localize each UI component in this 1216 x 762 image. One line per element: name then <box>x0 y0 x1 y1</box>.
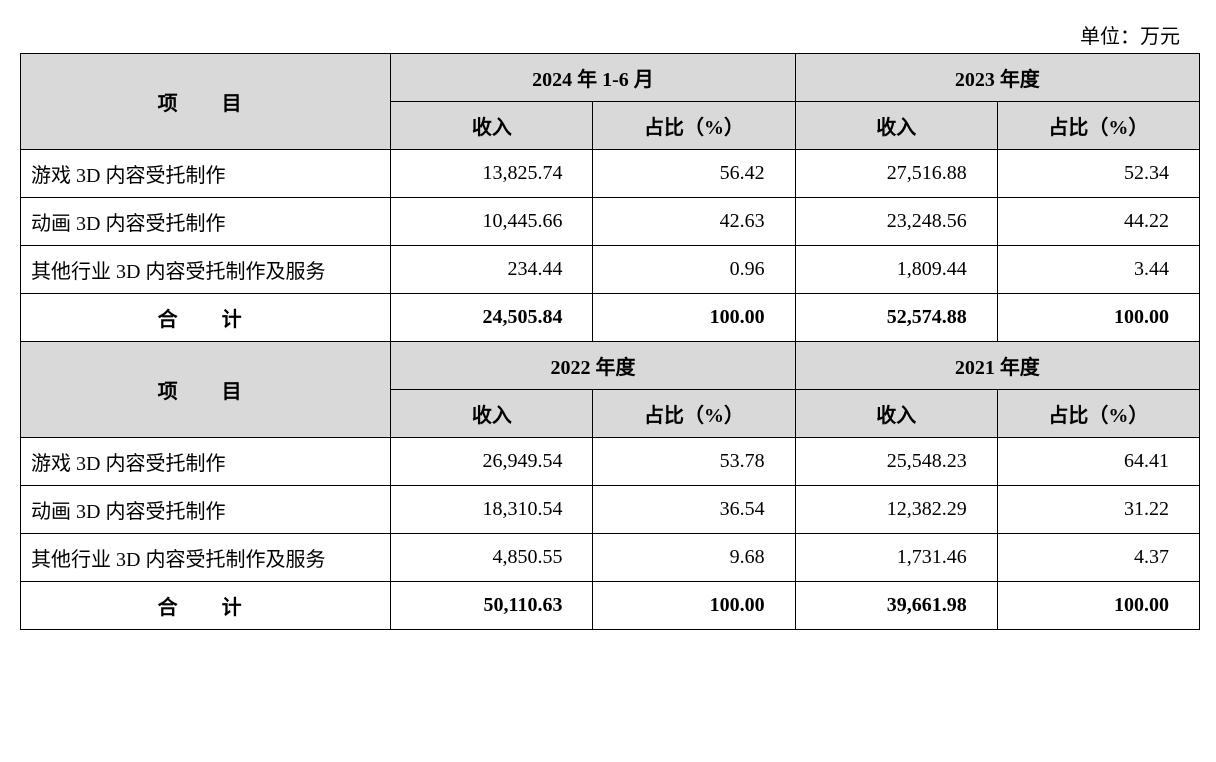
cell-value: 39,661.98 <box>795 582 997 630</box>
cell-value: 1,731.46 <box>795 534 997 582</box>
item-name: 动画 3D 内容受托制作 <box>21 198 391 246</box>
header-revenue: 收入 <box>391 102 593 150</box>
cell-value: 10,445.66 <box>391 198 593 246</box>
unit-label: 单位：万元 <box>20 20 1196 49</box>
header-revenue: 收入 <box>795 390 997 438</box>
cell-value: 9.68 <box>593 534 795 582</box>
table-row: 游戏 3D 内容受托制作 13,825.74 56.42 27,516.88 5… <box>21 150 1200 198</box>
cell-value: 44.22 <box>997 198 1199 246</box>
table-row: 动画 3D 内容受托制作 10,445.66 42.63 23,248.56 4… <box>21 198 1200 246</box>
header-ratio: 占比（%） <box>997 102 1199 150</box>
cell-value: 18,310.54 <box>391 486 593 534</box>
header-period-2: 2023 年度 <box>795 54 1199 102</box>
cell-value: 12,382.29 <box>795 486 997 534</box>
cell-value: 0.96 <box>593 246 795 294</box>
total-label: 合 计 <box>21 582 391 630</box>
table-row: 游戏 3D 内容受托制作 26,949.54 53.78 25,548.23 6… <box>21 438 1200 486</box>
cell-value: 25,548.23 <box>795 438 997 486</box>
header-period-1: 2024 年 1-6 月 <box>391 54 795 102</box>
table-row: 其他行业 3D 内容受托制作及服务 234.44 0.96 1,809.44 3… <box>21 246 1200 294</box>
cell-value: 52,574.88 <box>795 294 997 342</box>
cell-value: 100.00 <box>593 582 795 630</box>
table-row: 动画 3D 内容受托制作 18,310.54 36.54 12,382.29 3… <box>21 486 1200 534</box>
item-name: 游戏 3D 内容受托制作 <box>21 150 391 198</box>
cell-value: 1,809.44 <box>795 246 997 294</box>
header-item: 项 目 <box>21 54 391 150</box>
cell-value: 26,949.54 <box>391 438 593 486</box>
header-row-1: 项 目 2024 年 1-6 月 2023 年度 <box>21 54 1200 102</box>
cell-value: 31.22 <box>997 486 1199 534</box>
header-revenue: 收入 <box>795 102 997 150</box>
cell-value: 42.63 <box>593 198 795 246</box>
cell-value: 50,110.63 <box>391 582 593 630</box>
cell-value: 234.44 <box>391 246 593 294</box>
item-name: 其他行业 3D 内容受托制作及服务 <box>21 246 391 294</box>
header-ratio: 占比（%） <box>593 390 795 438</box>
header-revenue: 收入 <box>391 390 593 438</box>
cell-value: 24,505.84 <box>391 294 593 342</box>
item-name: 其他行业 3D 内容受托制作及服务 <box>21 534 391 582</box>
header-row-2: 项 目 2022 年度 2021 年度 <box>21 342 1200 390</box>
cell-value: 100.00 <box>997 582 1199 630</box>
header-ratio: 占比（%） <box>997 390 1199 438</box>
cell-value: 64.41 <box>997 438 1199 486</box>
header-period-3: 2022 年度 <box>391 342 795 390</box>
header-period-4: 2021 年度 <box>795 342 1199 390</box>
table-row: 其他行业 3D 内容受托制作及服务 4,850.55 9.68 1,731.46… <box>21 534 1200 582</box>
header-ratio: 占比（%） <box>593 102 795 150</box>
cell-value: 52.34 <box>997 150 1199 198</box>
cell-value: 4.37 <box>997 534 1199 582</box>
cell-value: 100.00 <box>997 294 1199 342</box>
item-name: 动画 3D 内容受托制作 <box>21 486 391 534</box>
total-row: 合 计 50,110.63 100.00 39,661.98 100.00 <box>21 582 1200 630</box>
cell-value: 23,248.56 <box>795 198 997 246</box>
cell-value: 53.78 <box>593 438 795 486</box>
cell-value: 4,850.55 <box>391 534 593 582</box>
financial-table: 项 目 2024 年 1-6 月 2023 年度 收入 占比（%） 收入 占比（… <box>20 53 1200 630</box>
cell-value: 56.42 <box>593 150 795 198</box>
total-row: 合 计 24,505.84 100.00 52,574.88 100.00 <box>21 294 1200 342</box>
header-item: 项 目 <box>21 342 391 438</box>
cell-value: 100.00 <box>593 294 795 342</box>
item-name: 游戏 3D 内容受托制作 <box>21 438 391 486</box>
cell-value: 13,825.74 <box>391 150 593 198</box>
cell-value: 27,516.88 <box>795 150 997 198</box>
total-label: 合 计 <box>21 294 391 342</box>
cell-value: 36.54 <box>593 486 795 534</box>
cell-value: 3.44 <box>997 246 1199 294</box>
